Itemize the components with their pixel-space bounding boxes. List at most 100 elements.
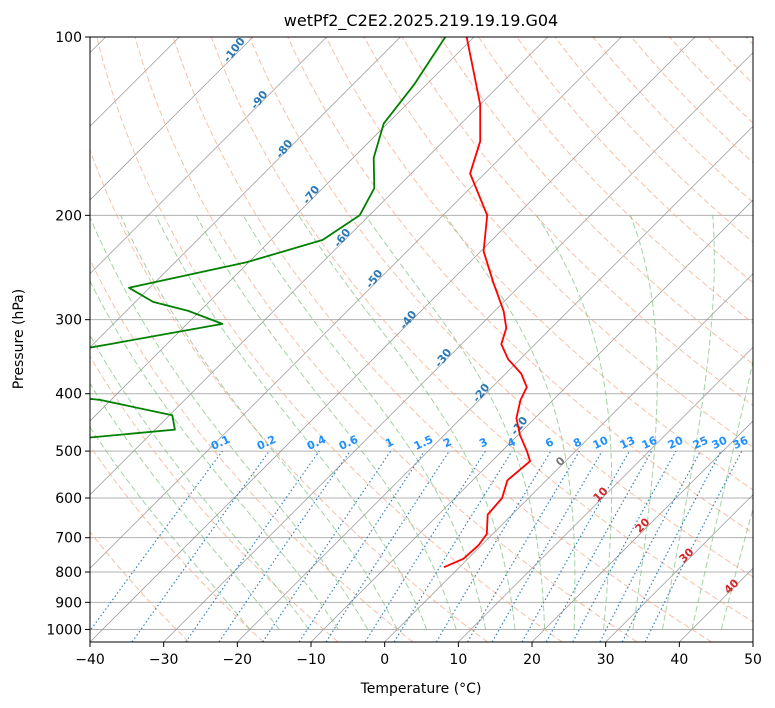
isotherm-line — [384, 273, 753, 642]
moist-adiabat-line — [90, 279, 339, 630]
x-tick-label: 40 — [670, 652, 688, 668]
mixing-ratio-label: 30 — [710, 434, 730, 452]
moist-adiabat-line — [536, 215, 613, 630]
isotherm-line — [679, 567, 753, 642]
dry-adiabat-line — [745, 37, 753, 45]
dry-adiabat-line — [287, 37, 753, 534]
isotherm-line — [310, 199, 753, 642]
x-tick-label: 50 — [744, 652, 762, 668]
mixing-ratio-label: 4 — [505, 435, 518, 450]
x-tick-label: 30 — [597, 652, 615, 668]
dry-adiabat-line — [90, 445, 264, 642]
dry-adiabat-line — [439, 37, 753, 365]
mixing-ratio-label: 25 — [691, 434, 710, 452]
dry-adiabat-line — [172, 37, 712, 642]
moist-adiabat-line — [90, 382, 280, 630]
mixing-ratio-label: 10 — [591, 434, 611, 452]
dry-adiabat-line — [134, 37, 638, 642]
mixing-ratio-line — [521, 450, 631, 642]
dry-adiabat-line — [90, 531, 190, 642]
mixing-ratio-line — [131, 450, 270, 642]
dry-adiabat-label: -80 — [273, 137, 296, 161]
mixing-ratio-label: 36 — [731, 434, 751, 452]
dry-adiabat-label: -70 — [300, 183, 323, 207]
y-tick-label: 800 — [55, 565, 82, 581]
mixing-ratio-label: 2 — [441, 435, 453, 450]
dry-adiabat-line — [90, 258, 414, 642]
y-tick-label: 900 — [55, 595, 82, 611]
y-tick-label: 100 — [55, 30, 82, 46]
moist-adiabat-label: 10 — [591, 484, 611, 504]
mixing-ratio-line — [572, 450, 677, 642]
isotherm-line — [90, 37, 475, 422]
dry-adiabat-line — [707, 37, 753, 85]
x-tick-label: 10 — [449, 652, 467, 668]
mixing-ratio-line — [262, 450, 392, 642]
isotherm-line — [531, 420, 753, 642]
mixing-ratio-line — [545, 450, 653, 642]
y-tick-label: 400 — [55, 387, 82, 403]
dry-adiabat-line — [325, 37, 753, 491]
mixing-ratio-line — [325, 450, 450, 642]
mixing-ratio-label: 0.1 — [209, 433, 232, 453]
mixing-ratio-line — [466, 450, 580, 642]
y-tick-label: 200 — [55, 208, 82, 224]
dry-adiabat-line — [401, 37, 753, 406]
mixing-ratio-label: 16 — [640, 434, 660, 452]
moist-adiabat-label: 20 — [633, 515, 653, 535]
moist-adiabat-line — [364, 215, 546, 630]
mixing-ratio-label: 1.5 — [412, 433, 435, 453]
chart-title: wetPf2_C2E2.2025.219.19.19.G04 — [284, 11, 558, 31]
x-tick-label: 0 — [380, 652, 389, 668]
plot-frame — [89, 36, 754, 643]
moist-adiabat-line — [661, 215, 715, 630]
mixing-ratio-line — [185, 450, 320, 642]
x-axis-label: Temperature (°C) — [360, 681, 482, 697]
isotherm-line — [90, 37, 327, 275]
isotherm-line — [90, 37, 401, 348]
mixing-ratio-label: 0.6 — [337, 433, 360, 453]
moist-adiabat-line — [691, 358, 753, 630]
isotherm-line — [90, 37, 254, 201]
series-layer — [90, 37, 531, 569]
dry-adiabat-line — [554, 37, 753, 243]
dry-adiabat-label: -90 — [248, 88, 271, 112]
dry-adiabat-label: -60 — [331, 226, 354, 250]
y-tick-label: 600 — [55, 491, 82, 507]
x-tick-label: 20 — [523, 652, 541, 668]
dry-adiabat-label: -100 — [221, 35, 248, 65]
isotherm-line — [752, 641, 753, 642]
y-axis: 100 200 300 400 500 600 700 800 900 1000 — [46, 30, 90, 638]
x-tick-label: −40 — [75, 652, 105, 668]
x-tick-label: −10 — [296, 652, 326, 668]
y-axis-label: Pressure (hPa) — [11, 289, 27, 389]
temperature-profile-line — [443, 37, 531, 569]
dry-adiabat-line — [516, 37, 753, 284]
lines-layer — [90, 37, 753, 642]
isotherm-line — [90, 37, 548, 496]
moist-adiabat-line — [195, 215, 457, 630]
moist-adiabat-line — [444, 215, 576, 630]
x-axis: −40 −30 −20 −10 0 10 20 30 40 50 — [75, 642, 762, 668]
dewpoint-profile-line — [90, 37, 447, 439]
isotherm-line — [237, 125, 753, 642]
dry-adiabat-label: -30 — [432, 346, 455, 370]
y-tick-label: 700 — [55, 531, 82, 547]
moist-adiabat-line — [630, 215, 658, 630]
moist-adiabat-label: 30 — [677, 545, 697, 565]
x-tick-label: −30 — [149, 652, 179, 668]
y-tick-label: 300 — [55, 313, 82, 329]
mixing-ratio-label: 20 — [666, 434, 686, 452]
dry-adiabat-label: -50 — [363, 267, 386, 291]
mixing-ratio-label: 0.4 — [305, 433, 328, 453]
moist-adiabat-label: 40 — [722, 576, 742, 596]
isotherm-line — [90, 37, 696, 642]
moist-adiabat-line — [242, 215, 487, 630]
mixing-ratio-line — [644, 450, 743, 642]
mixing-ratio-line — [393, 450, 513, 642]
moist-adiabat-line — [120, 215, 398, 630]
isotherm-line — [605, 494, 753, 642]
dry-adiabat-line — [96, 37, 563, 642]
dry-adiabat-line — [249, 37, 753, 578]
